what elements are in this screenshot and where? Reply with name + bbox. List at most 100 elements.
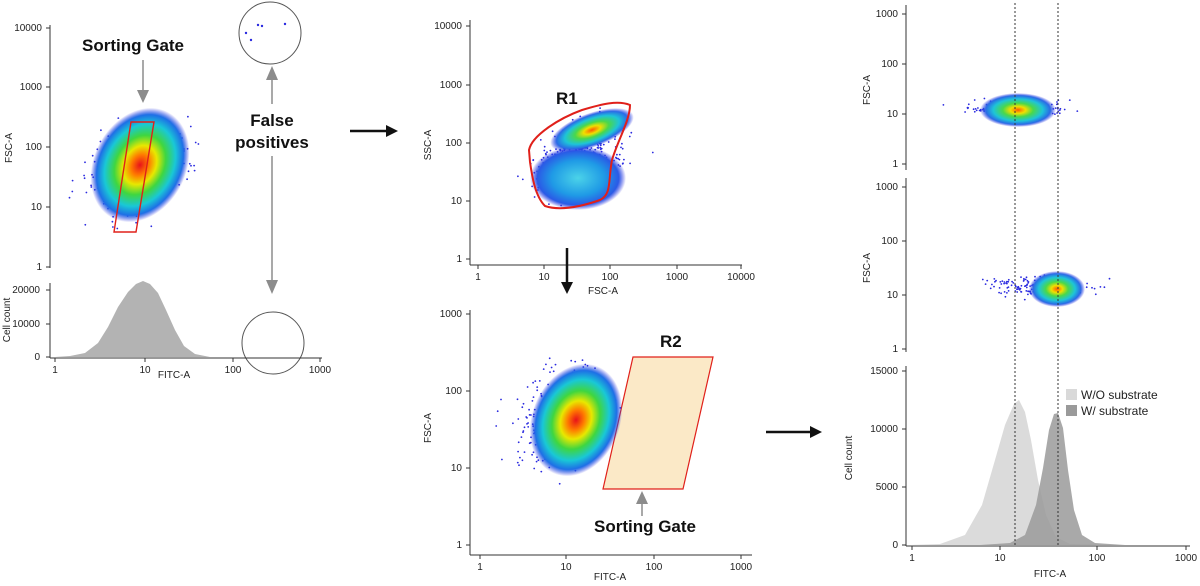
scatter-dot <box>1011 280 1013 283</box>
grey-arrowhead-up <box>266 66 278 80</box>
scatter-dot <box>517 418 520 420</box>
scatter-dot <box>531 453 533 456</box>
scatter-dot <box>540 470 543 473</box>
x-tick-label: 1 <box>909 553 915 564</box>
scatter-dot <box>550 366 553 369</box>
scatter-dot <box>1007 278 1010 281</box>
scatter-dot <box>581 359 584 361</box>
scatter-dot <box>83 177 86 180</box>
x-tick-label: 10000 <box>727 272 755 283</box>
y-tick-label: 10 <box>887 290 899 301</box>
scatter-dot <box>546 151 548 154</box>
scatter-dot <box>100 129 102 132</box>
grey-arrowhead <box>137 90 149 103</box>
scatter-dot <box>542 368 545 370</box>
scatter-dot <box>1103 286 1106 289</box>
scatter-dot <box>548 357 551 360</box>
y-tick-label: 0 <box>34 352 40 363</box>
y-tick-label: 1 <box>456 540 462 551</box>
x-tick-label: 1000 <box>309 365 332 376</box>
x-tick-label: 100 <box>1089 553 1106 564</box>
middle-top-plot: 10000 1000 100 10 1 SSC-A 1 10 100 1000 … <box>423 20 755 297</box>
scatter-dot <box>1091 286 1093 289</box>
scatter-dot <box>193 164 196 167</box>
scatter-dot <box>1017 285 1020 288</box>
scatter-dot <box>533 467 536 470</box>
scatter-dot <box>1012 282 1015 284</box>
scatter-dot <box>527 426 530 428</box>
scatter-dot <box>1020 291 1023 293</box>
y-tick-label: 10 <box>451 196 463 207</box>
scatter-dot <box>187 170 190 173</box>
scatter-dot <box>651 151 654 154</box>
scatter-dot <box>1094 293 1097 296</box>
scatter-dot <box>602 143 605 146</box>
right-histogram: 15000 10000 5000 0 Cell count 1 10 100 1… <box>844 366 1198 580</box>
left-dot-plot: 10000 1000 100 10 1 FSC-A <box>4 23 200 273</box>
scatter-dot <box>543 149 546 152</box>
scatter-dot <box>1085 286 1088 289</box>
y-tick-label: 100 <box>445 138 462 149</box>
scatter-dot <box>519 456 521 459</box>
x-axis-label: FITC-A <box>1034 569 1067 580</box>
false-positives-label-line1: False <box>250 111 293 130</box>
x-tick-label: 1 <box>477 562 483 573</box>
sorting-gate-label-top: Sorting Gate <box>82 36 184 55</box>
scatter-dot <box>993 278 996 280</box>
false-positive-circle-bottom <box>241 311 305 375</box>
scatter-dot <box>967 106 969 109</box>
scatter-dot <box>501 458 503 461</box>
scatter-dot <box>500 398 502 401</box>
scatter-dot <box>1003 291 1006 293</box>
r2-label: R2 <box>660 332 682 351</box>
scatter-dot <box>1020 284 1023 287</box>
scatter-dot <box>972 108 975 111</box>
scatter-dot <box>528 408 530 411</box>
flow-arrowhead <box>386 125 398 137</box>
y-tick-label: 100 <box>445 386 462 397</box>
scatter-dot <box>521 459 524 462</box>
y-axis-label: FSC-A <box>862 75 873 105</box>
scatter-dot <box>998 291 1000 294</box>
scatter-dot <box>554 363 557 366</box>
flow-arrowhead-down <box>561 282 573 294</box>
scatter-dot <box>517 175 519 178</box>
scatter-dot <box>527 422 529 424</box>
scatter-dot <box>975 109 978 112</box>
grey-arrowhead-up <box>636 491 648 504</box>
scatter-dot <box>616 153 618 156</box>
y-axis-label: FSC-A <box>423 413 434 443</box>
scatter-dot <box>1026 279 1029 282</box>
right-top-plot: 1000 100 10 1 FSC-A <box>862 5 1079 170</box>
scatter-dot <box>1000 292 1002 295</box>
y-tick-label: 10000 <box>12 319 40 330</box>
scatter-dot <box>621 142 623 145</box>
scatter-dot <box>617 157 619 160</box>
scatter-dot <box>516 461 519 464</box>
x-tick-label: 1 <box>475 272 481 283</box>
scatter-dot <box>520 436 523 438</box>
scatter-dot <box>1001 280 1004 282</box>
scatter-dot <box>517 450 519 453</box>
scatter-dot <box>1099 286 1102 288</box>
y-axis-label: FSC-A <box>862 253 873 283</box>
y-tick-label: 100 <box>25 142 42 153</box>
r2-gate <box>602 356 714 490</box>
scatter-dot <box>530 414 532 416</box>
x-tick-label: 1000 <box>730 562 753 573</box>
x-tick-label: 10 <box>538 272 550 283</box>
scatter-dot <box>615 156 617 159</box>
legend-label-with: W/ substrate <box>1081 404 1149 418</box>
scatter-dot <box>999 281 1002 283</box>
scatter-dot <box>967 103 970 106</box>
scatter-dot <box>1020 276 1022 278</box>
scatter-dot <box>535 460 538 463</box>
y-tick-label: 1 <box>892 159 898 170</box>
false-positive-circle-top <box>238 1 302 65</box>
scatter-dot <box>1023 298 1026 301</box>
y-tick-label: 1000 <box>20 82 43 93</box>
x-tick-label: 100 <box>602 272 619 283</box>
scatter-dot <box>536 386 539 388</box>
y-tick-label: 15000 <box>870 366 898 377</box>
scatter-dot <box>496 410 499 413</box>
